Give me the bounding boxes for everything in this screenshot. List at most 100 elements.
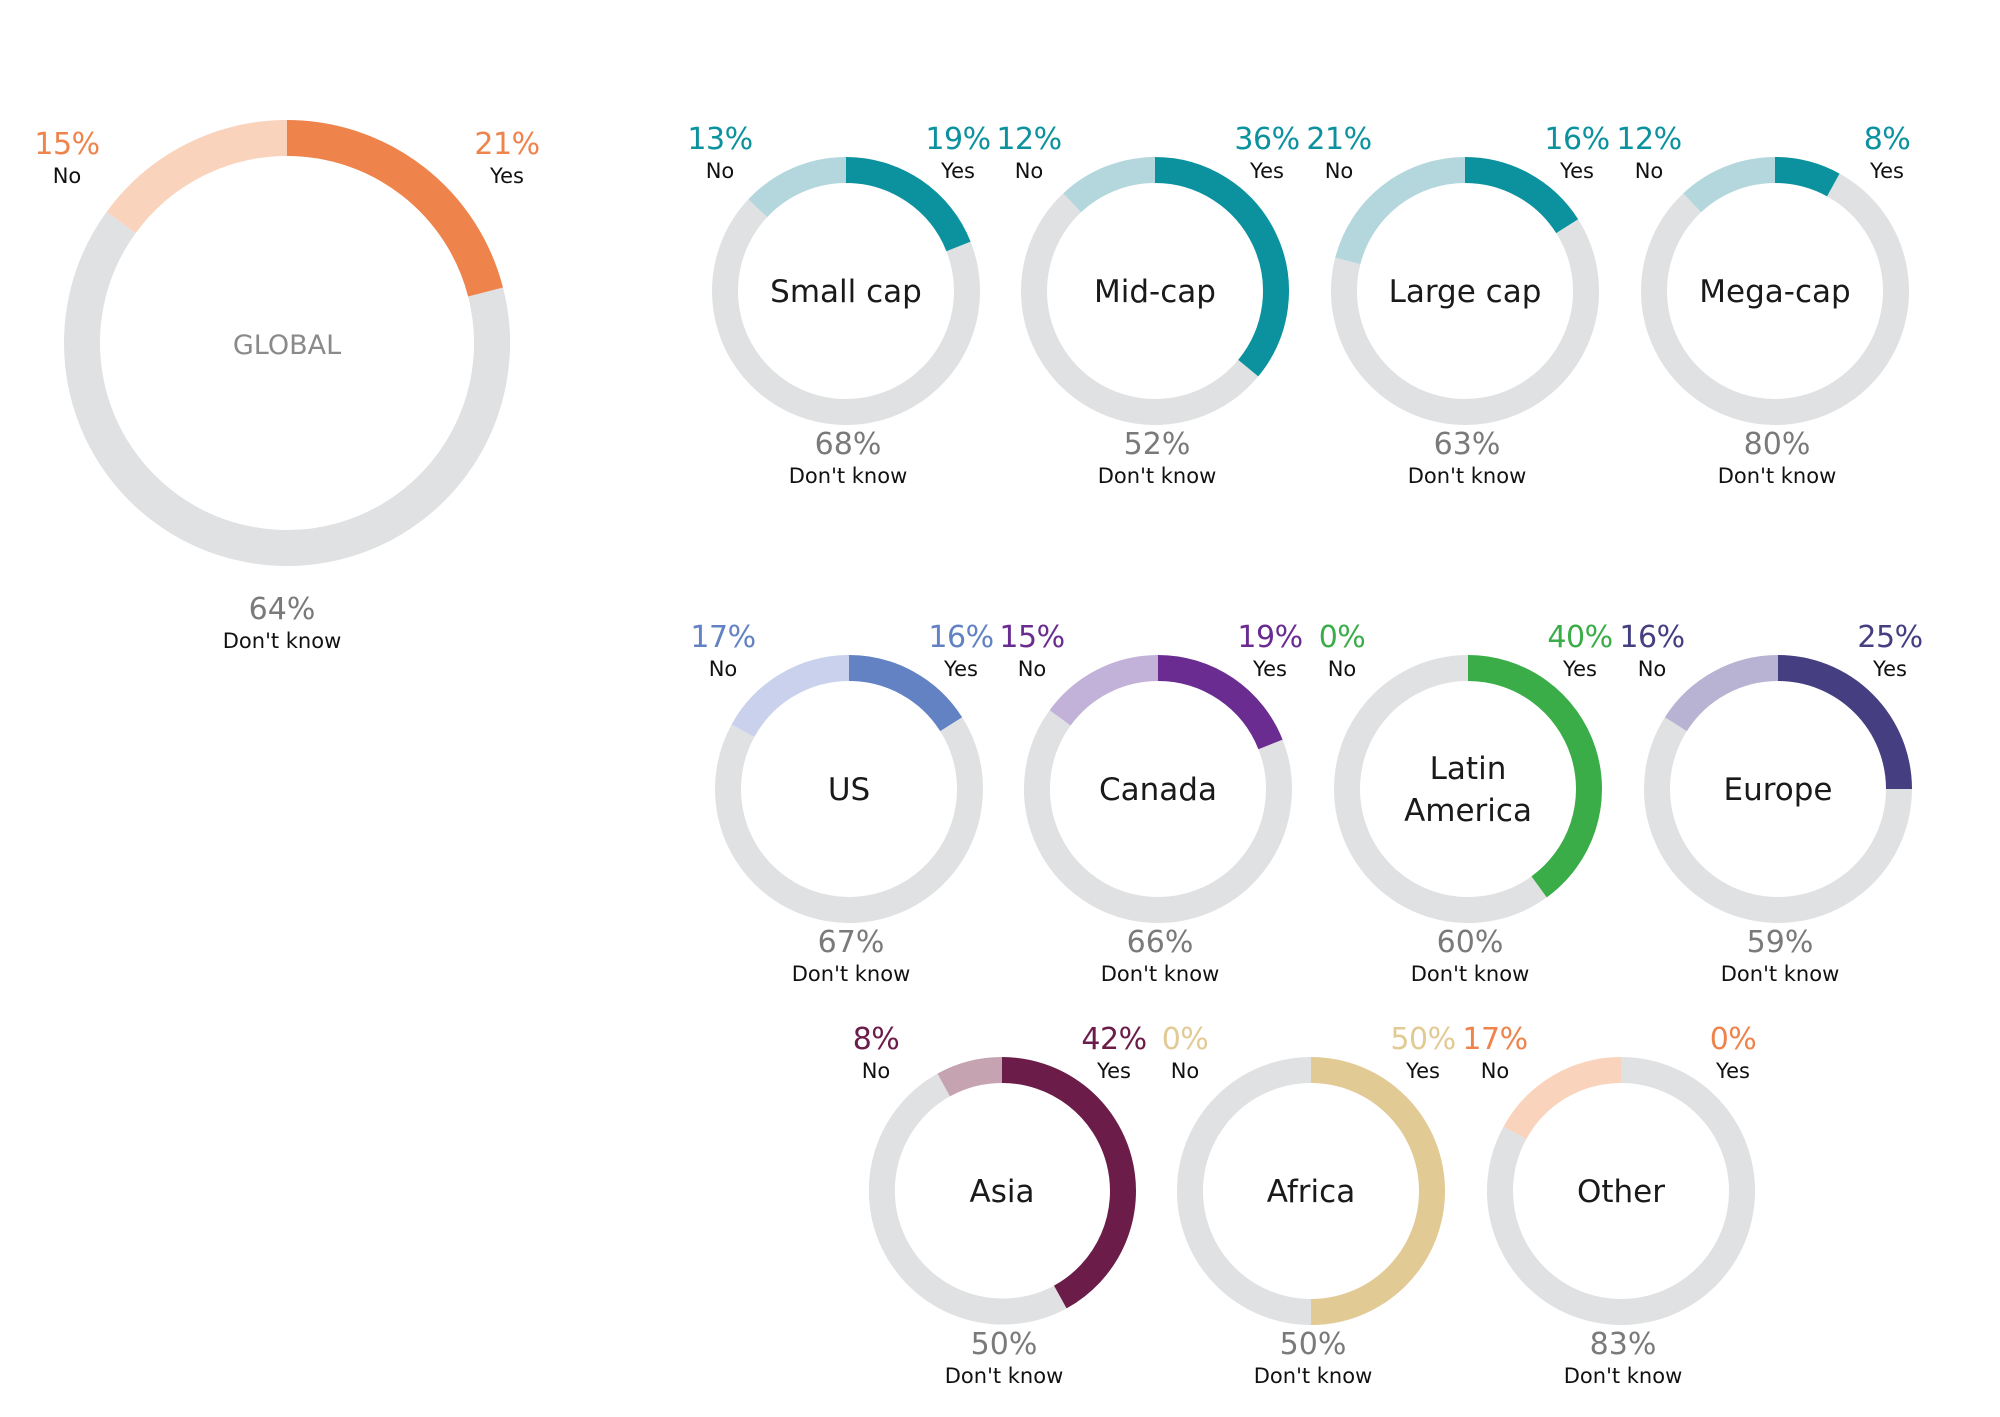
latin-america-yes-segment bbox=[1467, 655, 1602, 898]
africa-center-label: Africa bbox=[1267, 1174, 1355, 1210]
canada-no-label: No bbox=[1018, 657, 1047, 681]
mid-cap-center-label: Mid-cap bbox=[1094, 274, 1216, 310]
mid-cap-no-value: 12% bbox=[996, 122, 1061, 157]
africa-dont-know-value: 50% bbox=[1280, 1327, 1347, 1362]
large-cap-no-label: No bbox=[1325, 159, 1354, 183]
mid-cap-yes-segment bbox=[1154, 157, 1289, 377]
other-dont-know-label: Don't know bbox=[1564, 1364, 1683, 1388]
large-cap-yes-label: Yes bbox=[1559, 159, 1594, 183]
europe-no-segment bbox=[1664, 655, 1779, 732]
large-cap-dont-know-label: Don't know bbox=[1408, 464, 1527, 488]
donut-mid-cap: Mid-cap 12%No 36%Yes 52%Don't know bbox=[996, 122, 1300, 488]
donut-canada: Canada 15%No 19%Yes 66%Don't know bbox=[999, 620, 1303, 986]
us-center-label: US bbox=[828, 772, 870, 808]
donut-mega-cap: Mega-cap 12%No 8%Yes 80%Don't know bbox=[1616, 122, 1910, 488]
latin-america-yes-label: Yes bbox=[1562, 657, 1597, 681]
other-dont-know-value: 83% bbox=[1590, 1327, 1657, 1362]
other-yes-label: Yes bbox=[1715, 1059, 1750, 1083]
mid-cap-no-label: No bbox=[1015, 159, 1044, 183]
us-yes-label: Yes bbox=[943, 657, 978, 681]
global-yes-segment bbox=[286, 120, 503, 297]
mega-cap-no-value: 12% bbox=[1616, 122, 1681, 157]
us-dont-know-segment bbox=[715, 717, 983, 923]
small-cap-yes-label: Yes bbox=[940, 159, 975, 183]
asia-yes-segment bbox=[1001, 1057, 1136, 1309]
large-cap-yes-value: 16% bbox=[1544, 122, 1609, 157]
canada-dont-know-label: Don't know bbox=[1101, 962, 1220, 986]
other-center-label: Other bbox=[1577, 1174, 1665, 1210]
africa-dont-know-label: Don't know bbox=[1254, 1364, 1373, 1388]
other-no-value: 17% bbox=[1462, 1022, 1527, 1057]
donut-europe: Europe 16%No 25%Yes 59%Don't know bbox=[1619, 620, 1923, 986]
africa-yes-label: Yes bbox=[1405, 1059, 1440, 1083]
global-yes-label: Yes bbox=[489, 164, 524, 188]
small-cap-no-segment bbox=[748, 157, 847, 218]
small-cap-no-value: 13% bbox=[687, 122, 752, 157]
small-cap-center-label: Small cap bbox=[770, 274, 922, 310]
us-no-segment bbox=[731, 655, 850, 738]
donut-asia: Asia 8%No 42%Yes 50%Don't know bbox=[853, 1022, 1147, 1388]
donut-other: Other 17%No 0%Yes 83%Don't know bbox=[1462, 1022, 1756, 1388]
asia-center-label: Asia bbox=[970, 1174, 1035, 1210]
canada-center-label: Canada bbox=[1099, 772, 1217, 808]
us-no-value: 17% bbox=[690, 620, 755, 655]
africa-no-label: No bbox=[1171, 1059, 1200, 1083]
europe-yes-segment bbox=[1777, 655, 1912, 790]
canada-yes-label: Yes bbox=[1252, 657, 1287, 681]
mid-cap-yes-value: 36% bbox=[1234, 122, 1299, 157]
asia-no-value: 8% bbox=[853, 1022, 900, 1057]
asia-dont-know-label: Don't know bbox=[945, 1364, 1064, 1388]
latin-america-no-value: 0% bbox=[1319, 620, 1366, 655]
europe-dont-know-value: 59% bbox=[1747, 925, 1814, 960]
europe-center-label: Europe bbox=[1723, 772, 1832, 808]
donut-latin-america: Latin America 0%No 40%Yes 60%Don't know bbox=[1319, 620, 1613, 986]
donut-small-cap: Small cap 13%No 19%Yes 68%Don't know bbox=[687, 122, 991, 488]
mid-cap-dont-know-value: 52% bbox=[1124, 427, 1191, 462]
canada-no-value: 15% bbox=[999, 620, 1064, 655]
africa-dont-know-segment bbox=[1177, 1057, 1312, 1325]
canada-yes-segment bbox=[1157, 655, 1283, 750]
latin-america-center-label: America bbox=[1404, 793, 1532, 829]
canada-dont-know-segment bbox=[1024, 710, 1292, 923]
other-no-segment bbox=[1503, 1057, 1622, 1140]
mid-cap-dont-know-segment bbox=[1021, 193, 1259, 425]
asia-no-label: No bbox=[862, 1059, 891, 1083]
europe-no-value: 16% bbox=[1619, 620, 1684, 655]
large-cap-yes-segment bbox=[1464, 157, 1579, 234]
asia-no-segment bbox=[937, 1057, 1003, 1097]
asia-dont-know-value: 50% bbox=[971, 1327, 1038, 1362]
mega-cap-yes-value: 8% bbox=[1864, 122, 1911, 157]
asia-yes-value: 42% bbox=[1081, 1022, 1146, 1057]
global-no-value: 15% bbox=[34, 127, 99, 162]
mega-cap-dont-know-label: Don't know bbox=[1718, 464, 1837, 488]
mega-cap-dont-know-segment bbox=[1641, 173, 1909, 425]
global-center-label: GLOBAL bbox=[233, 330, 341, 361]
large-cap-no-segment bbox=[1335, 157, 1466, 265]
small-cap-no-label: No bbox=[706, 159, 735, 183]
us-no-label: No bbox=[709, 657, 738, 681]
large-cap-center-label: Large cap bbox=[1389, 274, 1542, 310]
canada-dont-know-value: 66% bbox=[1127, 925, 1194, 960]
mega-cap-yes-label: Yes bbox=[1869, 159, 1904, 183]
mid-cap-yes-label: Yes bbox=[1249, 159, 1284, 183]
latin-america-dont-know-label: Don't know bbox=[1411, 962, 1530, 986]
global-no-segment bbox=[106, 120, 288, 234]
small-cap-yes-segment bbox=[845, 157, 971, 252]
europe-yes-value: 25% bbox=[1857, 620, 1922, 655]
mega-cap-yes-segment bbox=[1774, 157, 1840, 197]
europe-yes-label: Yes bbox=[1872, 657, 1907, 681]
us-yes-value: 16% bbox=[928, 620, 993, 655]
asia-dont-know-segment bbox=[868, 1073, 1067, 1325]
us-dont-know-label: Don't know bbox=[792, 962, 911, 986]
canada-no-segment bbox=[1049, 655, 1159, 726]
small-cap-yes-value: 19% bbox=[925, 122, 990, 157]
africa-yes-value: 50% bbox=[1390, 1022, 1455, 1057]
global-dont-know-value: 64% bbox=[249, 592, 316, 627]
mega-cap-no-label: No bbox=[1635, 159, 1664, 183]
global-dont-know-segment bbox=[64, 211, 510, 566]
canada-yes-value: 19% bbox=[1237, 620, 1302, 655]
africa-no-value: 0% bbox=[1162, 1022, 1209, 1057]
europe-no-label: No bbox=[1638, 657, 1667, 681]
